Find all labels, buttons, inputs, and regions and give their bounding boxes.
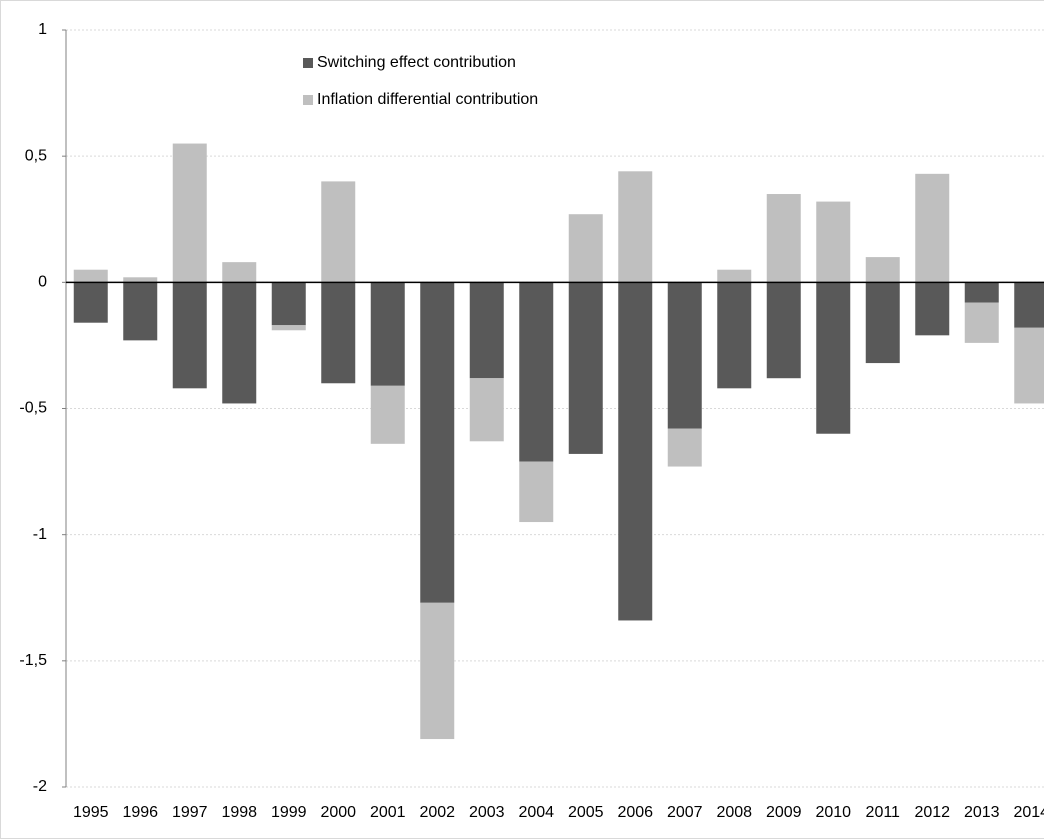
bar	[964, 282, 999, 303]
bar	[73, 282, 108, 323]
bar	[964, 302, 999, 343]
bar	[766, 194, 801, 283]
x-tick-label: 2008	[716, 804, 752, 821]
x-tick-label: 2013	[964, 804, 1000, 821]
x-tick-label: 1995	[73, 804, 109, 821]
bar	[222, 282, 257, 404]
bar	[73, 269, 108, 283]
bar	[618, 282, 653, 621]
bar	[1014, 327, 1044, 404]
legend-swatch	[303, 58, 313, 68]
bar	[519, 282, 554, 462]
bar	[519, 461, 554, 523]
bar	[667, 428, 702, 467]
legend-swatch	[303, 95, 313, 105]
bar	[717, 269, 752, 283]
bar	[172, 143, 207, 283]
bar	[123, 277, 158, 283]
x-tick-label: 2001	[370, 804, 406, 821]
bar	[469, 378, 504, 442]
y-tick-label: 0	[38, 274, 47, 291]
bar	[222, 262, 257, 283]
bar	[420, 282, 455, 603]
bar	[1014, 282, 1044, 328]
bar	[816, 201, 851, 283]
bar	[370, 385, 405, 444]
y-tick-label: -2	[33, 778, 47, 795]
x-tick-label: 2006	[617, 804, 653, 821]
legend-label: Switching effect contribution	[317, 54, 516, 71]
bar	[915, 282, 950, 336]
y-tick-label: -0,5	[19, 400, 47, 417]
x-tick-label: 2002	[419, 804, 455, 821]
bar	[618, 171, 653, 283]
x-tick-label: 2011	[866, 804, 901, 821]
x-tick-label: 1996	[122, 804, 158, 821]
bar	[123, 282, 158, 341]
bar	[865, 257, 900, 283]
x-tick-label: 2010	[815, 804, 851, 821]
y-tick-label: -1,5	[19, 652, 47, 669]
legend-label: Inflation differential contribution	[317, 91, 538, 108]
bar	[766, 282, 801, 379]
y-tick-label: -1	[33, 526, 47, 543]
x-tick-label: 2005	[568, 804, 604, 821]
bar	[321, 181, 356, 283]
bar	[271, 325, 306, 331]
bar	[420, 602, 455, 740]
bar	[667, 282, 702, 429]
x-tick-label: 1997	[172, 804, 208, 821]
bar	[321, 282, 356, 384]
x-tick-label: 1998	[221, 804, 257, 821]
bar	[271, 282, 306, 326]
bar	[865, 282, 900, 364]
bar	[469, 282, 504, 379]
bar	[568, 214, 603, 283]
x-tick-label: 1999	[271, 804, 307, 821]
x-tick-label: 2004	[518, 804, 554, 821]
bar	[568, 282, 603, 454]
bar	[172, 282, 207, 389]
x-tick-label: 2007	[667, 804, 703, 821]
y-tick-label: 1	[38, 21, 47, 38]
bar	[717, 282, 752, 389]
y-tick-label: 0,5	[25, 147, 47, 164]
bar	[370, 282, 405, 386]
x-tick-label: 2009	[766, 804, 802, 821]
x-tick-label: 2003	[469, 804, 505, 821]
x-tick-label: 2000	[320, 804, 356, 821]
x-tick-label: 2014	[1013, 804, 1044, 821]
x-tick-label: 2012	[914, 804, 950, 821]
bar	[816, 282, 851, 434]
bar	[915, 173, 950, 283]
